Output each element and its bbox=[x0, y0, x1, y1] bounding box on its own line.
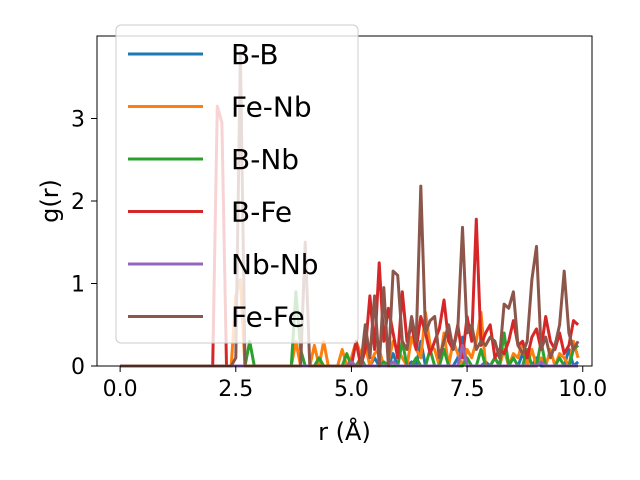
x-tick-label: 2.5 bbox=[218, 377, 253, 402]
x-axis: 0.0 2.5 5.0 7.5 10.0 bbox=[103, 366, 607, 402]
x-tick-label: 5.0 bbox=[334, 377, 369, 402]
y-tick-label: 2 bbox=[71, 190, 85, 215]
x-axis-label: r (Å) bbox=[318, 417, 371, 446]
x-tick-label: 10.0 bbox=[558, 377, 607, 402]
legend-label: B-B bbox=[231, 38, 279, 71]
x-tick-label: 7.5 bbox=[450, 377, 485, 402]
y-axis-label: g(r) bbox=[36, 179, 64, 223]
y-tick-label: 1 bbox=[71, 273, 85, 298]
legend-label: Fe-Fe bbox=[231, 301, 305, 334]
legend: B-B Fe-Nb B-Nb B-Fe Nb-Nb Fe-Fe bbox=[115, 24, 359, 344]
x-tick-label: 0.0 bbox=[103, 377, 138, 402]
legend-label: Fe-Nb bbox=[231, 91, 312, 124]
legend-label: B-Nb bbox=[231, 143, 299, 176]
legend-label: Nb-Nb bbox=[231, 248, 319, 281]
y-tick-label: 0 bbox=[71, 355, 85, 380]
legend-box bbox=[115, 24, 359, 344]
legend-label: B-Fe bbox=[231, 196, 292, 229]
y-tick-label: 3 bbox=[71, 108, 85, 133]
y-axis: 0 1 2 3 bbox=[71, 108, 97, 380]
